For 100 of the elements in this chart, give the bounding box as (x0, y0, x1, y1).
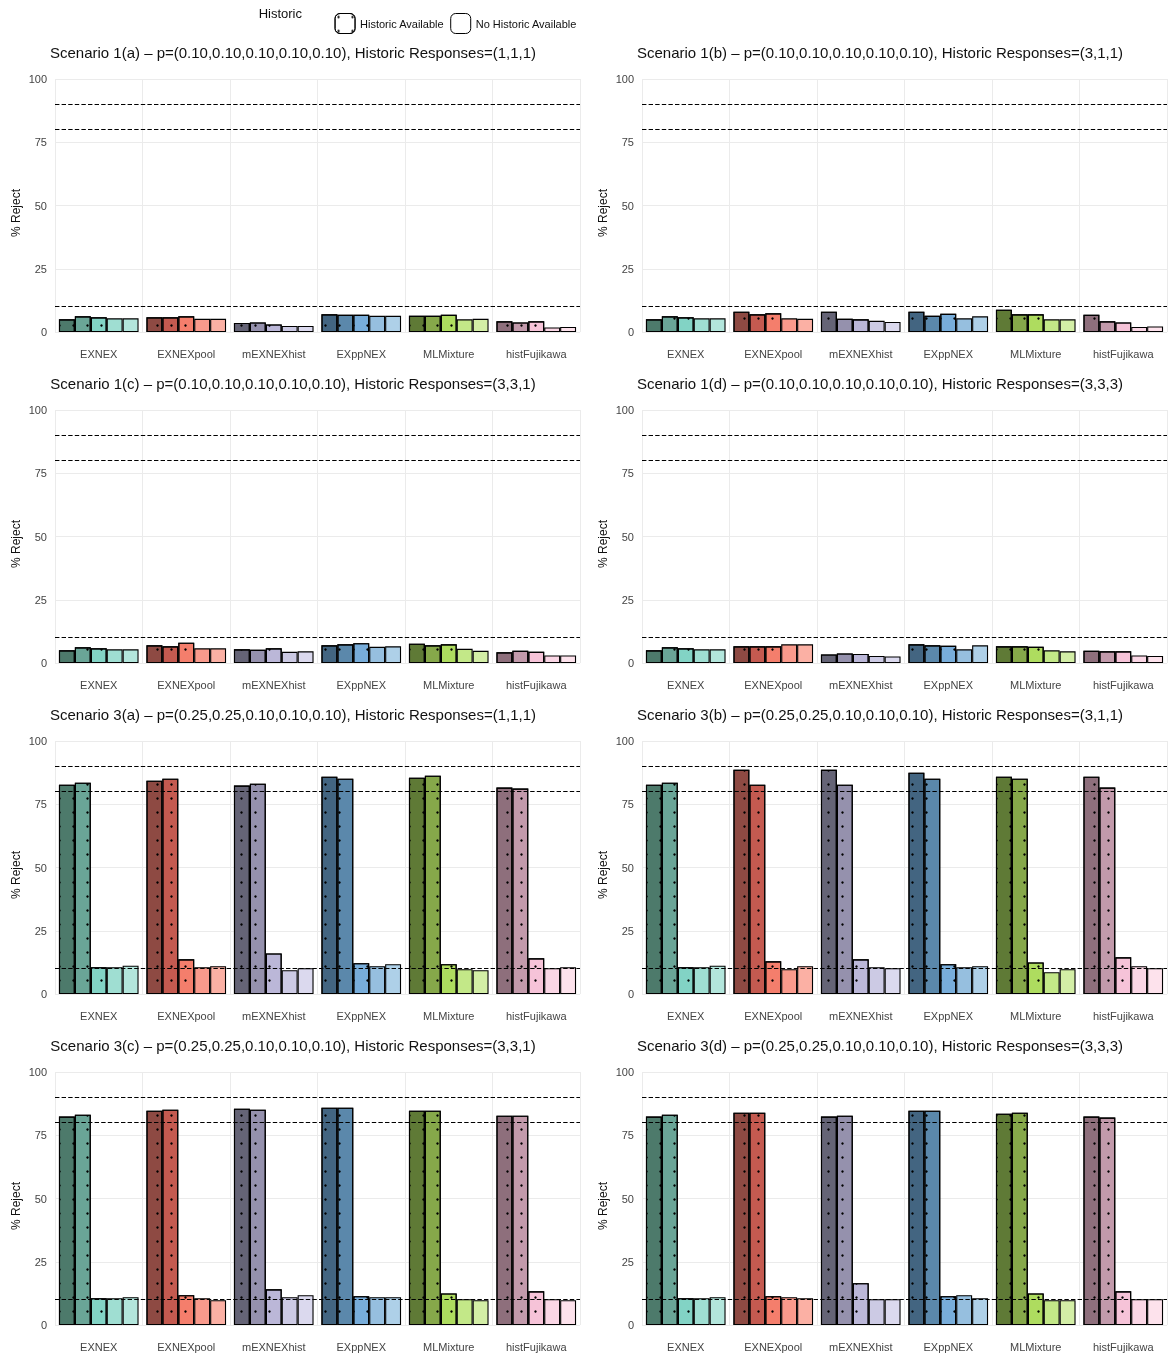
x-tick-label: EXNEXpool (744, 347, 803, 360)
y-tick-label: 0 (40, 326, 47, 338)
x-tick-label: EXppNEX (336, 1340, 387, 1353)
x-tick-label: mEXNEXhist (828, 1340, 893, 1353)
x-tick-label: MLMixture (1010, 1340, 1062, 1353)
y-tick-label: 25 (621, 262, 634, 275)
y-axis-title: % Reject (596, 850, 610, 900)
x-tick-label: EXNEX (667, 1340, 706, 1353)
x-tick-label: MLMixture (1010, 678, 1062, 691)
x-tick-label: histFujikawa (505, 1340, 568, 1353)
x-tick-label: MLMixture (1010, 1009, 1062, 1022)
x-tick-label: EXppNEX (923, 1009, 974, 1022)
y-tick-label: 75 (621, 1129, 634, 1142)
y-tick-label: 50 (34, 199, 47, 212)
y-tick-label: 25 (621, 924, 634, 937)
x-tick-label: EXppNEX (923, 1340, 974, 1353)
x-tick-label: histFujikawa (1092, 678, 1155, 691)
y-tick-label: 100 (615, 404, 634, 416)
x-tick-label: EXppNEX (336, 1009, 387, 1022)
x-tick-label: EXNEX (80, 1340, 119, 1353)
x-tick-label: histFujikawa (505, 347, 568, 360)
x-tick-label: EXNEXpool (744, 678, 803, 691)
y-tick-label: 100 (615, 735, 634, 747)
x-tick-label: histFujikawa (505, 1009, 568, 1022)
x-tick-label: histFujikawa (1092, 1009, 1155, 1022)
y-tick-label: 50 (34, 530, 47, 543)
x-tick-label: EXNEX (80, 678, 119, 691)
legend-label: Historic Available (360, 17, 444, 30)
y-tick-label: 100 (28, 73, 47, 85)
chart-title: Scenario 3(a) – p=(0.25,0.25,0.10,0.10,0.10), Historic Responses=(1,1,1) (49, 706, 537, 723)
x-tick-label: mEXNEXhist (828, 678, 893, 691)
x-tick-label: mEXNEXhist (241, 347, 306, 360)
y-tick-label: 100 (28, 404, 47, 416)
y-axis-title: % Reject (9, 188, 23, 238)
y-tick-label: 75 (34, 136, 47, 149)
y-tick-label: 100 (615, 73, 634, 85)
y-tick-label: 75 (621, 798, 634, 811)
chart-title: Scenario 1(c) – p=(0.10,0.10,0.10,0.10,0.10), Historic Responses=(3,3,1) (50, 375, 536, 392)
y-axis-title: % Reject (9, 519, 23, 569)
y-tick-label: 0 (40, 657, 47, 669)
x-tick-label: EXppNEX (336, 678, 387, 691)
x-tick-label: MLMixture (423, 1009, 475, 1022)
x-tick-label: EXNEXpool (744, 1340, 803, 1353)
chart-title: Scenario 1(d) – p=(0.10,0.10,0.10,0.10,0.10), Historic Responses=(3,3,3) (636, 375, 1124, 392)
x-tick-label: EXNEXpool (744, 1009, 803, 1022)
y-tick-label: 75 (34, 798, 47, 811)
y-tick-label: 75 (621, 467, 634, 480)
y-axis-title: % Reject (596, 519, 610, 569)
x-tick-label: mEXNEXhist (241, 678, 306, 691)
x-tick-label: histFujikawa (505, 678, 568, 691)
x-tick-label: MLMixture (423, 678, 475, 691)
x-tick-label: histFujikawa (1092, 347, 1155, 360)
chart-title: Scenario 1(b) – p=(0.10,0.10,0.10,0.10,0.10), Historic Responses=(3,1,1) (636, 44, 1124, 61)
x-tick-label: MLMixture (423, 1340, 475, 1353)
y-tick-label: 75 (34, 1129, 47, 1142)
y-tick-label: 75 (621, 136, 634, 149)
x-tick-label: EXNEX (80, 347, 119, 360)
x-tick-label: mEXNEXhist (241, 1340, 306, 1353)
y-tick-label: 50 (621, 530, 634, 543)
y-tick-label: 0 (627, 657, 634, 669)
x-tick-label: MLMixture (1010, 347, 1062, 360)
x-tick-label: mEXNEXhist (828, 1009, 893, 1022)
chart-title: Scenario 3(d) – p=(0.25,0.25,0.10,0.10,0.10), Historic Responses=(3,3,3) (636, 1037, 1124, 1054)
x-tick-label: MLMixture (423, 347, 475, 360)
legend-label: No Historic Available (475, 17, 577, 30)
x-tick-label: EXppNEX (923, 347, 974, 360)
y-axis-title: % Reject (596, 188, 610, 238)
y-tick-label: 50 (34, 1192, 47, 1205)
y-tick-label: 0 (627, 326, 634, 338)
x-tick-label: EXNEX (667, 347, 706, 360)
y-tick-label: 25 (34, 1255, 47, 1268)
y-tick-label: 25 (621, 1255, 634, 1268)
x-tick-label: EXNEX (667, 678, 706, 691)
chart-title: Scenario 3(c) – p=(0.25,0.25,0.10,0.10,0.10), Historic Responses=(3,3,1) (50, 1037, 536, 1054)
x-tick-label: histFujikawa (1092, 1340, 1155, 1353)
y-tick-label: 50 (621, 1192, 634, 1205)
x-tick-label: EXNEX (667, 1009, 706, 1022)
y-tick-label: 50 (621, 199, 634, 212)
y-tick-label: 50 (621, 861, 634, 874)
x-tick-label: EXNEXpool (157, 1340, 216, 1353)
y-tick-label: 0 (40, 1319, 47, 1331)
x-tick-label: EXNEXpool (157, 347, 216, 360)
x-tick-label: mEXNEXhist (241, 1009, 306, 1022)
x-tick-label: mEXNEXhist (828, 347, 893, 360)
x-tick-label: EXppNEX (923, 678, 974, 691)
x-tick-label: EXNEX (80, 1009, 119, 1022)
y-tick-label: 25 (34, 924, 47, 937)
x-tick-label: EXppNEX (336, 347, 387, 360)
y-tick-label: 25 (621, 593, 634, 606)
x-tick-label: EXNEXpool (157, 1009, 216, 1022)
y-tick-label: 100 (615, 1066, 634, 1078)
y-axis-title: % Reject (9, 1181, 23, 1231)
y-tick-label: 50 (34, 861, 47, 874)
y-tick-label: 100 (28, 1066, 47, 1078)
y-tick-label: 0 (627, 988, 634, 1000)
y-tick-label: 100 (28, 735, 47, 747)
x-tick-label: EXNEXpool (157, 678, 216, 691)
y-tick-label: 25 (34, 262, 47, 275)
legend-title: Historic (258, 6, 303, 21)
chart-title: Scenario 1(a) – p=(0.10,0.10,0.10,0.10,0.10), Historic Responses=(1,1,1) (49, 44, 537, 61)
